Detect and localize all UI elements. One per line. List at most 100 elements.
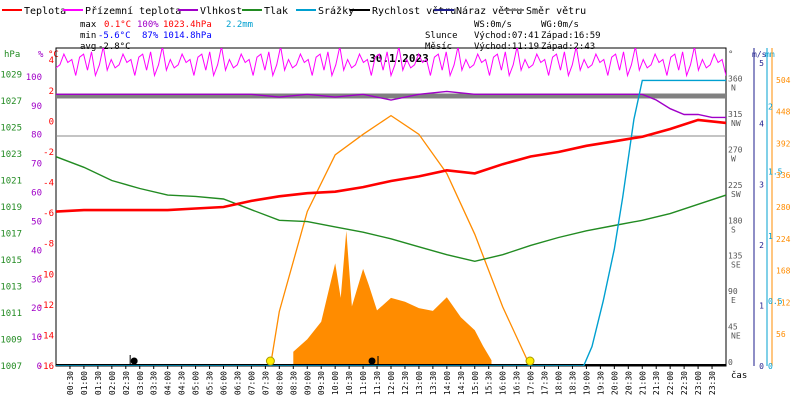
- x-tick-label: 14:00: [443, 371, 452, 395]
- event-markers: [129, 355, 535, 366]
- stats-max-press: 1023.4hPa: [163, 20, 212, 30]
- axis-title-ms: m/s: [752, 50, 767, 59]
- x-tick-label: 08:00: [275, 371, 284, 395]
- x-tick-label: 01:30: [94, 371, 103, 395]
- tick-label-dir: 0: [728, 358, 733, 367]
- tick-label-hpa: 1029: [0, 71, 22, 81]
- wind-speed-now: WS:0m/s: [474, 20, 512, 30]
- stats-block: max 0.1°C 100% 1023.4hPa 2.2mm min -5.6°…: [80, 20, 601, 52]
- tick-label-dir: 315: [728, 110, 743, 119]
- tick-label-dir: 180: [728, 216, 743, 225]
- tick-label-mm: 2: [768, 102, 773, 111]
- tick-label-mm: 1.5: [768, 167, 783, 176]
- x-tick-label: 14:30: [457, 371, 466, 395]
- x-tick-label: 20:30: [624, 371, 633, 395]
- tick-label-mm: 0: [768, 362, 773, 371]
- axis-title-hpa: hPa: [4, 50, 20, 60]
- x-tick-label: 12:00: [387, 371, 396, 395]
- sun-marker: [525, 356, 535, 366]
- x-axis-title: čas: [731, 370, 747, 381]
- tick-label-temp: 4: [49, 56, 54, 66]
- legend-label-wind-gust: Náraz větru: [456, 5, 522, 17]
- tick-label-temp: -14: [38, 331, 54, 341]
- x-tick-label: 22:00: [666, 371, 675, 395]
- tick-label-ms: 4: [759, 120, 764, 129]
- x-tick-label: 12:30: [401, 371, 410, 395]
- tick-label-hpa: 1027: [0, 97, 22, 107]
- tick-label-wm2: 504: [776, 76, 791, 85]
- tick-label-dir: 135: [728, 252, 743, 261]
- plot-series: [56, 48, 726, 366]
- chart-title: 30.1.2023: [369, 52, 429, 65]
- tick-label-dir: 360: [728, 75, 743, 84]
- x-tick-label: 07:30: [261, 371, 270, 395]
- tick-label-hpa: 1011: [0, 309, 22, 319]
- x-tick-label: 10:30: [345, 371, 354, 395]
- tick-label-dir: 45: [728, 323, 738, 332]
- sunset-time: Západ:16:59: [541, 31, 601, 41]
- tick-label-wm2: 392: [776, 139, 791, 148]
- x-tick-label: 03:30: [150, 371, 159, 395]
- tick-label-wm2: 224: [776, 235, 791, 244]
- x-tick-label: 09:30: [317, 371, 326, 395]
- stats-min-label: min: [80, 31, 96, 41]
- sunrise-time: Východ:07:41: [474, 31, 539, 41]
- wind-marker: [130, 357, 138, 365]
- legend: Teplota Přízemní teplota Vlhkost Tlak Sr…: [2, 5, 586, 17]
- x-tick-label: 16:30: [513, 371, 522, 395]
- tick-label-pct: 0: [37, 362, 42, 372]
- tick-label-ms: 3: [759, 180, 764, 189]
- x-tick-label: 11:00: [359, 371, 368, 395]
- tick-label-pct: 70: [31, 160, 42, 170]
- tick-label-dir-name: SW: [731, 190, 741, 199]
- rain-line: [56, 79, 726, 366]
- x-tick-label: 08:30: [289, 371, 298, 395]
- tick-label-ms: 5: [759, 59, 764, 68]
- tick-label-temp: -8: [43, 240, 54, 250]
- stats-max-rain: 2.2mm: [226, 20, 253, 30]
- axis-title-pct: %: [38, 50, 44, 60]
- x-tick-label: 16:00: [499, 371, 508, 395]
- tick-label-pct: 40: [31, 246, 42, 256]
- tick-label-pct: 90: [31, 102, 42, 112]
- x-tick-label: 19:00: [582, 371, 591, 395]
- humidity-line: [56, 90, 726, 119]
- tick-label-dir: 225: [728, 181, 743, 190]
- tick-label-ms: 1: [759, 301, 764, 310]
- x-tick-label: 05:30: [206, 371, 215, 395]
- moonset-time: Západ:2:43: [541, 42, 595, 52]
- moon-label: Měsíc: [425, 42, 452, 52]
- x-tick-label: 07:00: [247, 371, 256, 395]
- axis-title-dir: °: [728, 50, 733, 60]
- moonrise-time: Východ:11:19: [474, 42, 539, 52]
- tick-label-pct: 10: [31, 333, 42, 343]
- x-tick-label: 04:00: [164, 371, 173, 395]
- tick-label-pct: 20: [31, 304, 42, 314]
- tick-label-hpa: 1013: [0, 283, 22, 293]
- x-tick-label: 17:30: [541, 371, 550, 395]
- x-tick-label: 06:00: [220, 371, 229, 395]
- tick-label-temp: 0: [49, 117, 54, 127]
- x-tick-label: 13:00: [415, 371, 424, 395]
- tick-label-hpa: 1009: [0, 336, 22, 346]
- x-tick-label: 23:30: [708, 371, 717, 395]
- legend-label-ground-temperature: Přízemní teplota: [85, 5, 181, 17]
- legend-label-humidity: Vlhkost: [200, 6, 242, 17]
- x-tick-label: 00:30: [66, 371, 75, 395]
- tick-label-temp: -4: [43, 179, 54, 189]
- tick-label-temp: -12: [38, 301, 54, 311]
- tick-label-dir: 270: [728, 145, 743, 154]
- x-tick-label: 04:30: [178, 371, 187, 395]
- tick-label-dir-name: NW: [731, 119, 741, 128]
- tick-label-wm2: 336: [776, 171, 791, 180]
- x-tick-label: 11:30: [373, 371, 382, 395]
- stats-max-hum: 100%: [137, 20, 159, 30]
- moon-marker: [368, 357, 376, 365]
- axis-title-temp: °C: [48, 50, 59, 60]
- legend-label-wind-speed: Rychlost větru: [372, 5, 456, 17]
- legend-label-pressure: Tlak: [264, 6, 288, 17]
- x-tick-label: 21:00: [638, 371, 647, 395]
- tick-label-wm2: 168: [776, 267, 791, 276]
- stats-avg-label: avg: [80, 42, 96, 52]
